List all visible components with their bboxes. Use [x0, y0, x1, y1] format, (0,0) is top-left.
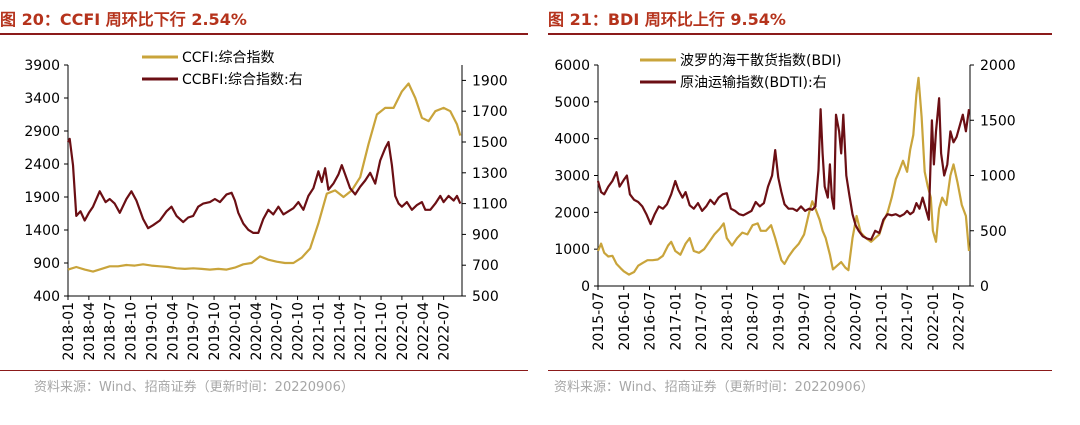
y-tick-right-label: 0 [980, 279, 989, 295]
x-tick-label: 2017-01 [668, 292, 684, 351]
legend-label-1: 原油运输指数(BDTI):右 [680, 75, 827, 91]
source-rule-left [0, 370, 528, 371]
y-tick-left-label: 3400 [24, 91, 60, 107]
panel-left: 图 20：CCFI 周环比下行 2.54% 400 900 1400 1900 2400… [0, 10, 528, 395]
y-tick-right-label: 700 [472, 258, 499, 274]
y-tick-left-label: 3900 [24, 58, 60, 74]
y-tick-left-label: 2400 [24, 157, 60, 173]
source-right: 资料来源：Wind、招商证券（更新时间：20220906） [554, 380, 874, 395]
source-left: 资料来源：Wind、招商证券（更新时间：20220906） [34, 380, 354, 395]
x-tick-label: 2019-07 [797, 292, 813, 351]
y-tick-left-label: 6000 [554, 58, 590, 74]
x-tick-label: 2022-07 [437, 302, 453, 361]
x-tick-label: 2016-07 [643, 292, 659, 351]
x-tick-label: 2019-07 [186, 302, 202, 361]
panel-right: 图 21：BDI 周环比上行 9.54% 0 1000 2000 3000 4000 50… [548, 0, 1080, 425]
x-tick-label: 2018-07 [746, 292, 762, 351]
x-tick-label: 2018-10 [124, 302, 140, 361]
y-tick-left-label: 2000 [554, 205, 590, 221]
y-tick-right-label: 1500 [472, 135, 508, 151]
x-tick-label: 2020-04 [249, 302, 265, 361]
y-tick-left-label: 400 [33, 289, 60, 305]
y-tick-left-label: 2900 [24, 124, 60, 140]
x-tick-label: 2019-10 [207, 302, 223, 361]
y-tick-left-label: 1900 [24, 190, 60, 206]
y-tick-right-label: 500 [472, 289, 499, 305]
x-tick-label: 2018-01 [61, 302, 77, 361]
x-tick-label: 2021-01 [311, 302, 327, 361]
x-tick-label: 2020-07 [270, 302, 286, 361]
chart-left-svg: 400 900 1400 1900 2400 2900 3400 3900 500 700 900 1… [24, 50, 508, 361]
legend-label-0: 波罗的海干散货指数(BDI) [680, 52, 841, 69]
x-tick-label: 2018-01 [720, 292, 736, 351]
x-tick-label: 2022-01 [926, 292, 942, 351]
figure-title-right: 图 21：BDI 周环比上行 9.54% [548, 10, 786, 29]
x-tick-label: 2021-04 [332, 302, 348, 361]
y-tick-right-label: 2000 [980, 58, 1016, 74]
y-tick-left-label: 0 [581, 279, 590, 295]
source-rule-right [548, 370, 1052, 371]
x-tick-label: 2021-07 [900, 292, 916, 351]
x-tick-label: 2019-01 [771, 292, 787, 351]
figure-title-left: 图 20：CCFI 周环比下行 2.54% [0, 10, 247, 29]
x-tick-label: 2016-01 [617, 292, 633, 351]
y-tick-right-label: 1900 [472, 73, 508, 89]
x-tick-label: 2020-01 [823, 292, 839, 351]
x-tick-label: 2021-10 [374, 302, 390, 361]
title-rule-left [0, 33, 528, 35]
x-tick-label: 2015-07 [591, 292, 607, 351]
x-tick-label: 2017-07 [694, 292, 710, 351]
legend-label-1: CCBFI:综合指数:右 [182, 72, 303, 88]
y-tick-left-label: 3000 [554, 169, 590, 185]
x-tick-label: 2020-07 [849, 292, 865, 351]
series-line-0 [67, 82, 462, 273]
legend-label-0: CCFI:综合指数 [182, 50, 274, 66]
y-tick-right-label: 900 [472, 227, 499, 243]
x-tick-label: 2022-01 [395, 302, 411, 361]
series-line-1 [596, 97, 971, 241]
y-tick-right-label: 1700 [472, 104, 508, 120]
chart-right-svg: 0 1000 2000 3000 4000 5000 6000 0 500 1000 1500 200… [554, 52, 1016, 351]
x-tick-label: 2021-01 [874, 292, 890, 351]
y-tick-right-label: 1500 [980, 113, 1016, 129]
x-tick-label: 2022-07 [952, 292, 968, 351]
y-tick-right-label: 1300 [472, 166, 508, 182]
y-tick-right-label: 500 [980, 224, 1007, 240]
y-tick-right-label: 1100 [472, 197, 508, 213]
y-tick-left-label: 1400 [24, 223, 60, 239]
y-tick-left-label: 4000 [554, 132, 590, 148]
x-tick-label: 2018-04 [82, 302, 98, 361]
y-tick-right-label: 1000 [980, 169, 1016, 185]
y-tick-left-label: 1000 [554, 242, 590, 258]
x-tick-label: 2018-07 [103, 302, 119, 361]
y-tick-left-label: 900 [33, 256, 60, 272]
x-tick-label: 2019-01 [144, 302, 160, 361]
title-rule-right [548, 33, 1052, 35]
y-tick-left-label: 5000 [554, 95, 590, 111]
x-tick-label: 2019-04 [165, 302, 181, 361]
x-tick-label: 2020-10 [291, 302, 307, 361]
x-tick-label: 2021-07 [353, 302, 369, 361]
series-line-0 [596, 76, 971, 276]
x-tick-label: 2020-01 [228, 302, 244, 361]
series-line-1 [67, 137, 462, 234]
x-tick-label: 2022-04 [416, 302, 432, 361]
